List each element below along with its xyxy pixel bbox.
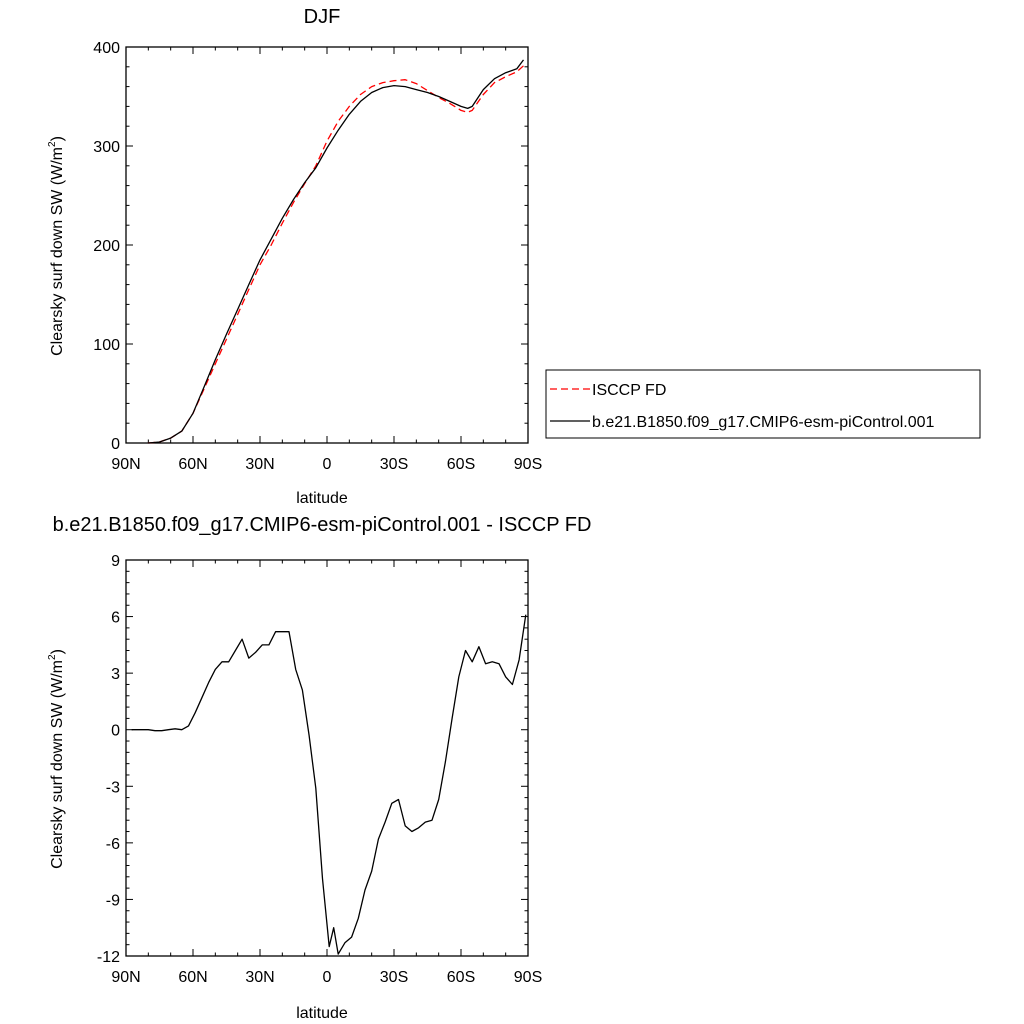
y-tick-label: 400 <box>93 40 120 57</box>
y-tick-label: 300 <box>93 139 120 156</box>
x-axis-title: latitude <box>296 490 348 507</box>
x-tick-label: 30S <box>380 456 408 473</box>
y-tick-label: 9 <box>111 553 120 570</box>
x-axis-title: latitude <box>296 1005 348 1022</box>
y-tick-label: -6 <box>106 836 120 853</box>
y-axis-title-end: ) <box>49 649 66 654</box>
x-tick-label: 0 <box>323 456 332 473</box>
plot-border <box>125 559 529 957</box>
chart-title: b.e21.B1850.f09_g17.CMIP6-esm-piControl.… <box>53 514 592 536</box>
x-tick-label: 90N <box>111 456 140 473</box>
legend-label-model: b.e21.B1850.f09_g17.CMIP6-esm-piControl.… <box>592 414 935 431</box>
y-tick-label: -3 <box>106 779 120 796</box>
y-tick-label: -12 <box>97 949 120 966</box>
panel-djf: DJF Clearsky surf down SW (W/m2) latitud… <box>47 6 542 507</box>
y-axis-title-superscript: 2 <box>47 141 58 147</box>
y-tick-label: 3 <box>111 666 120 683</box>
x-tick-label: 0 <box>323 969 332 986</box>
x-tick-label: 30N <box>245 456 274 473</box>
y-axis-title-text: Clearsky surf down SW (W/m <box>49 147 66 356</box>
chart-title: DJF <box>304 6 341 28</box>
x-tick-label: 60S <box>447 969 475 986</box>
y-tick-label: 0 <box>111 723 120 740</box>
series-line-0 <box>131 614 527 955</box>
plot-frame <box>125 559 529 957</box>
panel-difference: b.e21.B1850.f09_g17.CMIP6-esm-piControl.… <box>47 514 591 1022</box>
legend: ISCCP FD b.e21.B1850.f09_g17.CMIP6-esm-p… <box>545 369 981 439</box>
legend-box <box>545 369 981 439</box>
axis-ticks: 90N 60N 30N 0 30S 60S 90S 0 100 200 300 400 <box>93 40 542 473</box>
plot-frame <box>125 46 529 444</box>
y-tick-label: -9 <box>106 892 120 909</box>
y-axis-title: Clearsky surf down SW (W/m2) <box>47 136 66 356</box>
series-group <box>148 59 525 444</box>
y-tick-label: 6 <box>111 610 120 627</box>
series-group <box>131 614 527 955</box>
y-axis-title-end: ) <box>49 136 66 141</box>
y-axis-title-text: Clearsky surf down SW (W/m <box>49 660 66 869</box>
y-axis-title-superscript: 2 <box>47 654 58 660</box>
x-tick-label: 60N <box>178 456 207 473</box>
x-tick-label: 60N <box>178 969 207 986</box>
x-tick-label: 90S <box>514 969 542 986</box>
x-tick-label: 60S <box>447 456 475 473</box>
series-line-1 <box>148 59 525 444</box>
x-tick-label: 90N <box>111 969 140 986</box>
x-tick-label: 30S <box>380 969 408 986</box>
x-tick-label: 30N <box>245 969 274 986</box>
y-tick-label: 100 <box>93 337 120 354</box>
y-tick-label: 0 <box>111 436 120 453</box>
y-axis-title: Clearsky surf down SW (W/m2) <box>47 649 66 869</box>
legend-label-isccp: ISCCP FD <box>592 382 666 399</box>
x-tick-label: 90S <box>514 456 542 473</box>
plot-border <box>125 46 529 444</box>
axis-ticks: 90N 60N 30N 0 30S 60S 90S -12 -9 -6 -3 0 3 6 9 <box>97 553 542 986</box>
y-tick-label: 200 <box>93 238 120 255</box>
